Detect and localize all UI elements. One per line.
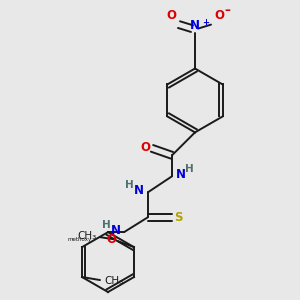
Text: N: N [134,184,144,197]
Text: CH₃: CH₃ [104,276,123,286]
Text: –: – [224,4,230,16]
Text: methoxy: methoxy [68,237,92,242]
Text: +: + [202,18,209,27]
Text: O: O [140,141,150,154]
Text: O: O [214,9,224,22]
Text: H: H [185,164,194,174]
Text: N: N [176,168,186,181]
Text: H: H [102,220,111,230]
Text: H: H [125,180,134,190]
Text: N: N [190,19,200,32]
Text: N: N [111,224,121,237]
Text: CH₃: CH₃ [78,231,97,241]
Text: O: O [106,232,116,246]
Text: O: O [166,9,176,22]
Text: S: S [174,211,182,224]
